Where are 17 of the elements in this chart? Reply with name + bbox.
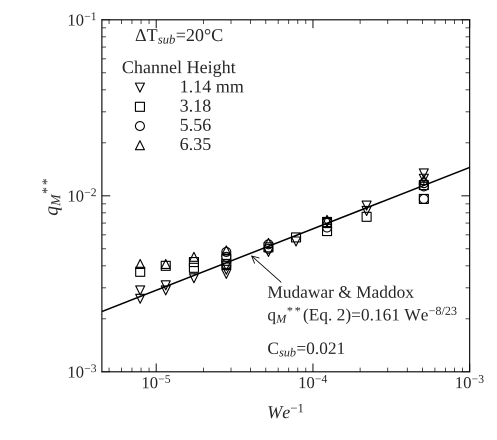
y-axis-title: q$_{M}$$^{**}$ (42, 178, 62, 216)
annotation: Mudawar & Maddox (268, 286, 414, 298)
x-tick-label: 10$^{−5}$ (142, 375, 170, 388)
annotation: ΔT$_{sub}$=20°C (136, 29, 222, 44)
x-axis-title: We$^{−1}$ (268, 404, 304, 418)
legend-label: 3.18 (180, 100, 211, 112)
y-tick-label: 10$^{−1}$ (68, 12, 96, 26)
y-tick-label: 10$^{−3}$ (68, 364, 96, 378)
legend-title: Channel Height (122, 60, 236, 78)
x-tick-label: 10$^{−4}$ (300, 375, 328, 388)
legend-label: 1.14 mm (181, 80, 244, 93)
annotation: C$_{sub}$=0.021 (268, 342, 344, 356)
x-tick-label: 10$^{−3}$ (456, 375, 484, 388)
y-tick-label: 10$^{−2}$ (68, 188, 96, 202)
legend-label: 6.35 (180, 138, 211, 150)
legend-label: 5.56 (180, 118, 211, 132)
annotation: q$_{M}$$^{**}$(Eq. 2)=0.161 We$^{−8/23}$ (268, 306, 457, 324)
